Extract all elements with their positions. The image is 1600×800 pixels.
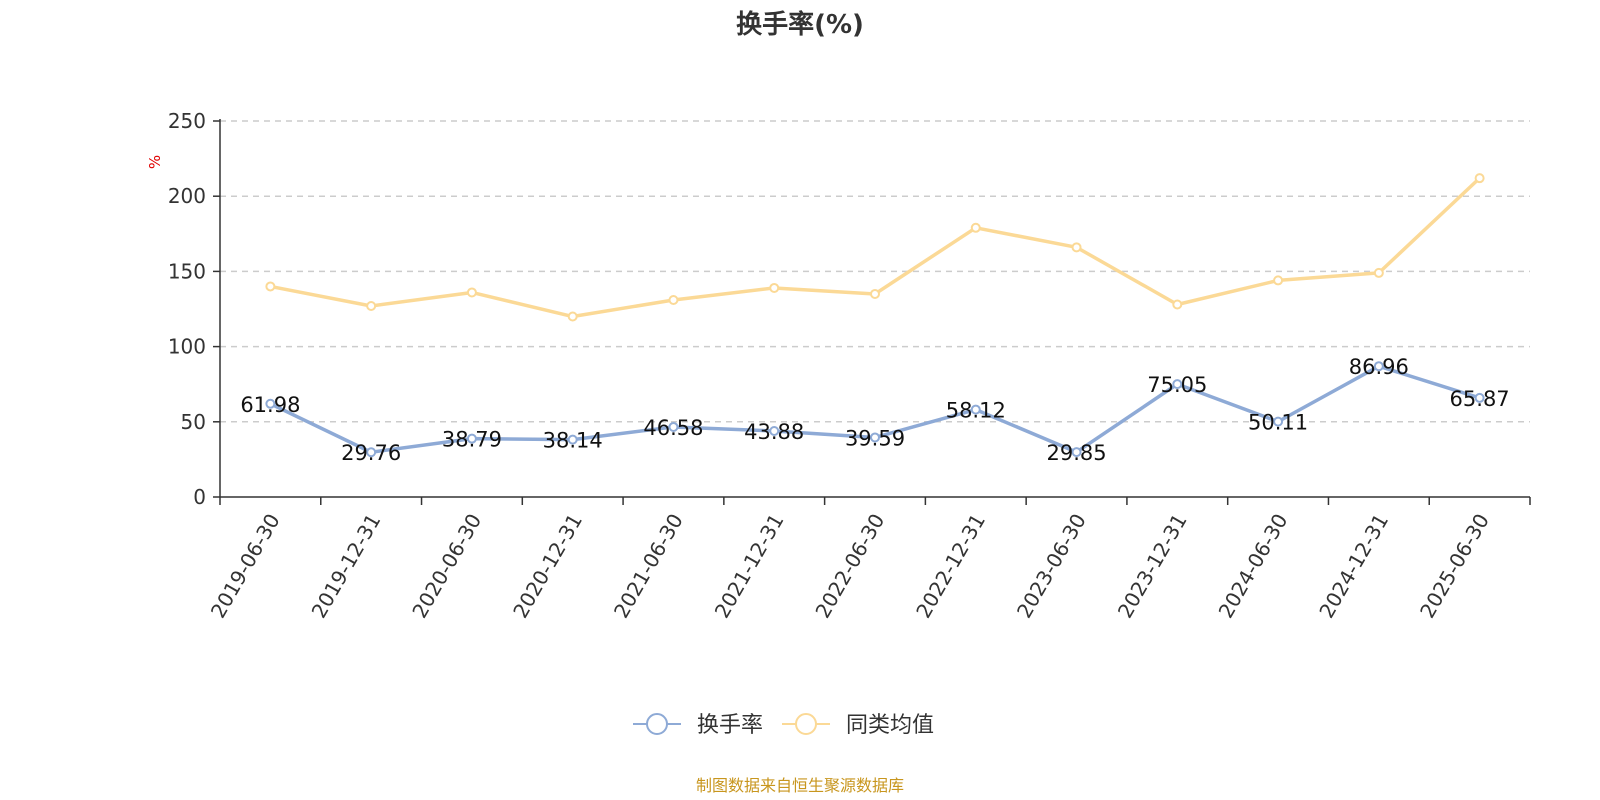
data-label: 29.85: [1046, 441, 1106, 465]
x-tick-label: 2020-12-31: [508, 510, 587, 623]
legend-item[interactable]: 同类均值: [782, 713, 934, 738]
data-point[interactable]: [1474, 392, 1485, 403]
data-point[interactable]: [769, 426, 780, 437]
source-note: 制图数据来自恒生聚源数据库: [696, 776, 904, 795]
axes: [213, 119, 1531, 505]
data-labels: 61.98 29.76 38.79 38.14 46.58 43.88 39.59 58.12…: [240, 355, 1509, 465]
x-tick-label: 2019-06-30: [206, 510, 285, 623]
data-point[interactable]: [970, 222, 981, 233]
x-tick-label: 2021-06-30: [609, 510, 688, 623]
x-tick-labels: 2019-06-30 2019-12-31 2020-06-30 2020-12-31…: [206, 510, 1494, 623]
y-tick-label: 0: [193, 485, 206, 509]
data-label: 50.11: [1248, 411, 1308, 435]
legend-circle-icon: [646, 713, 668, 735]
x-tick-label: 2023-06-30: [1012, 510, 1091, 623]
data-label: 43.88: [744, 420, 804, 444]
data-point[interactable]: [769, 282, 780, 293]
data-point[interactable]: [1273, 275, 1284, 286]
data-label: 65.87: [1450, 387, 1510, 411]
data-point[interactable]: [870, 288, 880, 299]
data-label: 29.76: [341, 441, 401, 465]
legend-circle-icon: [795, 713, 817, 735]
data-label: 39.59: [845, 426, 905, 450]
data-point[interactable]: [567, 434, 578, 445]
legend[interactable]: 换手率 同类均值: [633, 713, 934, 738]
legend-label: 换手率: [697, 713, 763, 738]
x-tick-label: 2022-12-31: [911, 510, 990, 623]
data-label: 46.58: [643, 416, 703, 440]
data-label: 61.98: [240, 393, 300, 417]
data-label: 86.96: [1349, 355, 1409, 379]
y-tick-label: 200: [168, 184, 206, 208]
data-point[interactable]: [1172, 299, 1183, 310]
data-label: 38.14: [543, 429, 603, 453]
data-point[interactable]: [668, 421, 679, 432]
data-point[interactable]: [1373, 267, 1384, 278]
legend-label: 同类均值: [846, 713, 934, 738]
data-point[interactable]: [870, 432, 880, 443]
data-point[interactable]: [1474, 173, 1485, 184]
data-label: 75.05: [1147, 373, 1207, 397]
series-group: [265, 173, 1485, 458]
data-point[interactable]: [567, 311, 578, 322]
y-tick-label: 50: [181, 410, 206, 434]
x-tick-label: 2019-12-31: [307, 510, 386, 623]
x-tick-label: 2022-06-30: [810, 510, 889, 623]
data-point[interactable]: [1172, 379, 1183, 390]
data-label: 58.12: [946, 399, 1006, 423]
data-point[interactable]: [366, 300, 377, 311]
data-point[interactable]: [1071, 242, 1082, 253]
data-point[interactable]: [970, 404, 981, 415]
x-tick-label: 2024-06-30: [1214, 510, 1293, 623]
data-point[interactable]: [1273, 416, 1284, 427]
data-point[interactable]: [466, 433, 477, 444]
x-tick-label: 2023-12-31: [1113, 510, 1192, 623]
x-tick-label: 2021-12-31: [710, 510, 789, 623]
x-tick-label: 2020-06-30: [407, 510, 486, 623]
chart-title: 换手率(%): [736, 9, 864, 40]
x-tick-label: 2025-06-30: [1415, 510, 1494, 623]
legend-item[interactable]: 换手率: [633, 713, 763, 738]
data-point[interactable]: [466, 287, 477, 298]
y-tick-label: 250: [168, 109, 206, 133]
y-tick-label: 100: [168, 335, 206, 359]
x-tick-label: 2024-12-31: [1314, 510, 1393, 623]
y-axis-unit: %: [146, 155, 164, 169]
y-tick-labels: 0 50 100 150 200 250: [168, 109, 206, 509]
data-point[interactable]: [265, 398, 276, 409]
data-point[interactable]: [1373, 361, 1384, 372]
data-point[interactable]: [366, 447, 377, 458]
data-point[interactable]: [265, 281, 276, 292]
y-tick-label: 150: [168, 259, 206, 283]
data-label: 38.79: [442, 428, 502, 452]
data-point[interactable]: [668, 294, 679, 305]
data-point[interactable]: [1071, 447, 1082, 458]
grid-lines: [220, 120, 1530, 423]
